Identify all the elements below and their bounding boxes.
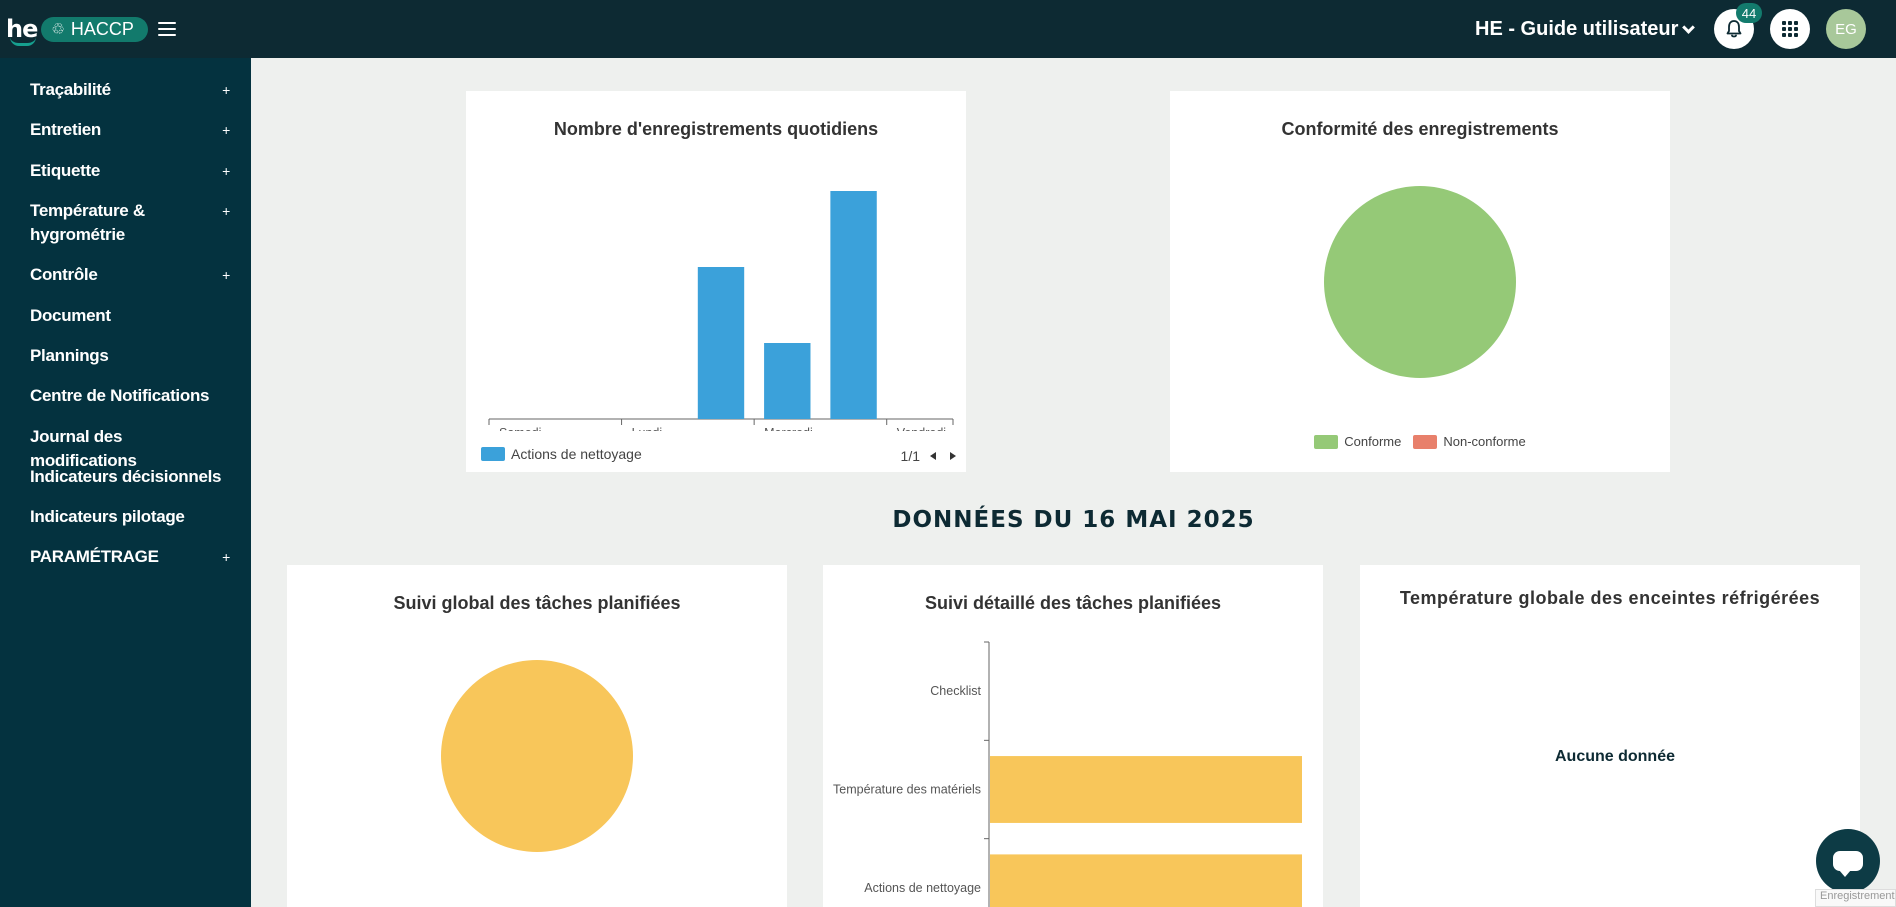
recaptcha-badge: Enregistrement <box>1815 889 1896 907</box>
module-label: HACCP <box>70 18 134 39</box>
bar[interactable] <box>764 343 811 419</box>
notification-count-badge[interactable]: 44 <box>1736 3 1762 23</box>
x-tick-label: Vendredi <box>897 426 946 431</box>
org-selector[interactable]: HE - Guide utilisateur <box>1475 18 1696 41</box>
compliance-card: Conformité des enregistrements Conforme … <box>1170 91 1670 472</box>
sidebar-item-indicateurs-decisionnels[interactable]: Indicateurs décisionnels <box>30 465 230 489</box>
legend-pagination: 1/1 <box>901 448 956 464</box>
legend-label: Conforme <box>1344 434 1402 449</box>
global-tasks-title: Suivi global des tâches planifiées <box>393 593 681 613</box>
chevron-down-icon <box>1682 20 1696 34</box>
app-logo[interactable]: he ♲ HACCP <box>6 15 148 46</box>
module-badge[interactable]: ♲ HACCP <box>41 16 148 42</box>
y-tick-label: Actions de nettoyage <box>864 881 981 895</box>
sidebar-item-controle[interactable]: Contrôle + <box>30 263 230 287</box>
daily-records-title: Nombre d'enregistrements quotidiens <box>553 119 879 139</box>
sidebar-item-indicateurs-pilotage[interactable]: Indicateurs pilotage <box>30 505 230 529</box>
expand-plus-icon[interactable]: + <box>222 82 230 98</box>
empty-state-text: Aucune donnée <box>1554 748 1675 765</box>
avatar[interactable]: EG <box>1826 9 1866 49</box>
detailed-tasks-card: Suivi détaillé des tâches planifiées Che… <box>823 565 1323 907</box>
pie-slice[interactable] <box>441 660 633 852</box>
sidebar-item-label: Centre de Notifications <box>30 386 210 405</box>
sidebar-item-notifications[interactable]: Centre de Notifications <box>30 384 230 408</box>
sidebar-item-tracabilite[interactable]: Traçabilité + <box>30 78 230 102</box>
sidebar-item-label: Traçabilité <box>30 80 111 99</box>
legend-swatch <box>1413 434 1438 449</box>
daily-records-card: Nombre d'enregistrements quotidiens Same… <box>466 91 966 472</box>
global-tasks-card: Suivi global des tâches planifiées <box>287 565 787 907</box>
fridge-temp-title: Température globale des enceintes réfrig… <box>1399 588 1821 608</box>
sidebar-item-label: Entretien <box>30 120 101 139</box>
apps-button[interactable] <box>1770 9 1810 49</box>
expand-plus-icon[interactable]: + <box>222 203 230 219</box>
detailed-tasks-title: Suivi détaillé des tâches planifiées <box>924 593 1222 613</box>
org-name: HE - Guide utilisateur <box>1475 18 1679 40</box>
chat-bubble-icon <box>1833 851 1863 877</box>
sidebar-item-label: Document <box>30 306 111 325</box>
legend-swatch <box>481 447 505 461</box>
sidebar-item-label: Indicateurs pilotage <box>30 507 185 526</box>
expand-plus-icon[interactable]: + <box>222 163 230 179</box>
expand-plus-icon[interactable]: + <box>222 267 230 283</box>
bar[interactable] <box>990 756 1302 823</box>
detailed-tasks-chart: Checklist Température des matériels Action… <box>833 641 1302 907</box>
bar[interactable] <box>990 854 1302 907</box>
sidebar-item-label: Etiquette <box>30 161 101 180</box>
sidebar-item-label: Température & hygrométrie <box>30 201 145 244</box>
expand-plus-icon[interactable]: + <box>222 122 230 138</box>
daily-records-chart: Samedi Lundi Mercredi Vendredi <box>488 191 954 431</box>
sidebar-item-label: Journal des modifications <box>30 427 137 470</box>
y-tick-label: Température des matériels <box>833 783 981 797</box>
legend-item-non-conforme[interactable]: Non-conforme <box>1413 434 1526 449</box>
bell-icon <box>1726 20 1742 38</box>
sidebar: Traçabilité + Entretien + Etiquette + Tempé… <box>0 58 251 907</box>
sidebar-item-etiquette[interactable]: Etiquette + <box>30 159 230 183</box>
sidebar-item-label: Plannings <box>30 346 109 365</box>
sidebar-item-label: Contrôle <box>30 265 98 284</box>
sidebar-item-plannings[interactable]: Plannings <box>30 344 230 368</box>
x-tick-label: Mercredi <box>764 426 813 431</box>
expand-plus-icon[interactable]: + <box>222 549 230 565</box>
chat-button[interactable] <box>1816 829 1880 893</box>
global-tasks-chart <box>441 660 633 852</box>
top-bar: he ♲ HACCP <box>0 0 1896 58</box>
compliance-chart <box>1324 186 1516 378</box>
legend-item-actions-nettoyage[interactable]: Actions de nettoyage <box>481 446 642 462</box>
bar[interactable] <box>697 267 745 419</box>
compliance-title: Conformité des enregistrements <box>1281 119 1559 139</box>
section-title: DONNÉES DU 16 MAI 2025 <box>892 507 1255 533</box>
y-tick-label: Checklist <box>930 684 981 698</box>
sidebar-item-parametrage[interactable]: PARAMÉTRAGE + <box>30 545 230 569</box>
legend-label: Actions de nettoyage <box>511 446 642 462</box>
x-tick-label: Samedi <box>499 426 541 431</box>
sidebar-item-entretien[interactable]: Entretien + <box>30 118 230 142</box>
pagination-next-icon[interactable] <box>950 452 956 460</box>
compliance-legend: Conforme Non-conforme <box>1170 434 1670 449</box>
pagination-prev-icon[interactable] <box>930 452 936 460</box>
sidebar-item-document[interactable]: Document <box>30 304 230 328</box>
legend-swatch <box>1314 434 1339 449</box>
sidebar-item-label: Indicateurs décisionnels <box>30 467 222 486</box>
sidebar-item-temperature[interactable]: Température & hygrométrie + <box>30 199 230 247</box>
recycle-icon: ♲ <box>51 21 65 38</box>
logo-text: he <box>6 15 38 46</box>
apps-grid-icon <box>1782 21 1798 37</box>
legend-label: Non-conforme <box>1443 434 1526 449</box>
pie-slice-conforme[interactable] <box>1324 186 1516 378</box>
pagination-text: 1/1 <box>900 448 920 464</box>
legend-item-conforme[interactable]: Conforme <box>1314 434 1401 449</box>
fridge-temp-card: Température globale des enceintes réfrig… <box>1360 565 1860 907</box>
menu-toggle-icon[interactable] <box>157 22 176 36</box>
sidebar-item-journal[interactable]: Journal des modifications <box>30 425 230 473</box>
x-tick-label: Lundi <box>632 426 663 431</box>
bar[interactable] <box>830 191 877 419</box>
sidebar-item-label: PARAMÉTRAGE <box>30 547 159 566</box>
